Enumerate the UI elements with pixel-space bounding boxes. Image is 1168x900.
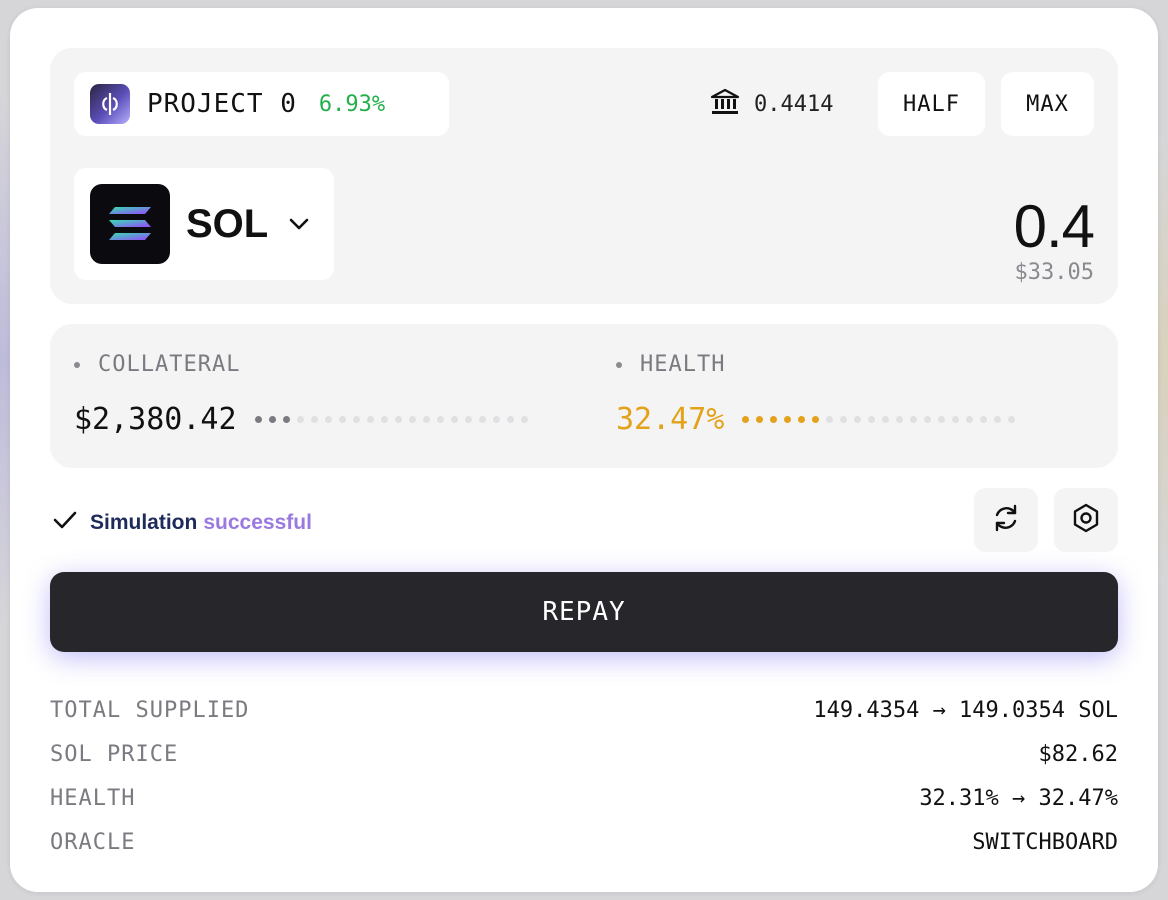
refresh-icon	[991, 503, 1021, 538]
collateral-label: COLLATERAL	[74, 352, 240, 377]
meter-dot	[966, 416, 974, 423]
meter-dot	[756, 416, 764, 423]
summary-value: 32.31% → 32.47%	[919, 785, 1118, 811]
meter-dot	[352, 416, 360, 423]
meter-dot	[338, 416, 346, 423]
health-label-text: HEALTH	[640, 352, 726, 377]
meter-dot	[812, 416, 820, 423]
meter-dot	[924, 416, 932, 423]
settings-hex-icon	[1071, 503, 1101, 538]
meter-dot	[980, 416, 988, 423]
summary-table: TOTAL SUPPLIED 149.4354 → 149.0354 SOL SOL…	[50, 688, 1118, 864]
project-name: PROJECT 0	[147, 89, 297, 119]
meter-dot	[910, 416, 918, 423]
repay-button[interactable]: REPAY	[50, 572, 1118, 652]
bullet-icon	[616, 361, 622, 368]
meter-dot	[296, 416, 304, 423]
meter-dot	[1008, 416, 1016, 423]
chevron-down-icon	[288, 217, 310, 231]
meter-dot	[450, 416, 458, 423]
meter-dot	[784, 416, 792, 423]
meter-dot	[742, 416, 750, 423]
meter-dot	[492, 416, 500, 423]
summary-label: SOL PRICE	[50, 741, 179, 767]
project-apy: 6.93%	[318, 91, 386, 117]
simulation-prefix: Simulation	[90, 511, 198, 534]
summary-label: HEALTH	[50, 785, 136, 811]
meter-dot	[310, 416, 318, 423]
summary-row: SOL PRICE $82.62	[50, 732, 1118, 776]
meter-dot	[506, 416, 514, 423]
project-logo-icon	[90, 84, 130, 124]
bank-icon	[710, 88, 740, 121]
amount-input[interactable]: 0.4	[1013, 193, 1095, 260]
balance-value: 0.4414	[754, 91, 834, 117]
refresh-button[interactable]	[974, 488, 1038, 552]
simulation-status: Simulation successful	[52, 508, 312, 538]
meter-dot	[464, 416, 472, 423]
summary-row: HEALTH 32.31% → 32.47%	[50, 776, 1118, 820]
meter-dot	[324, 416, 332, 423]
meter-dot	[254, 416, 262, 423]
stats-panel: COLLATERAL $2,380.42 HEALTH 32.47%	[50, 324, 1118, 468]
meter-dot	[436, 416, 444, 423]
simulation-word: successful	[203, 511, 312, 534]
collateral-amount: $2,380.42	[74, 402, 237, 437]
meter-dot	[770, 416, 778, 423]
summary-value: 149.4354 → 149.0354 SOL	[813, 697, 1118, 723]
collateral-meter	[254, 416, 528, 423]
bullet-icon	[74, 361, 80, 368]
check-icon	[52, 510, 78, 536]
meter-dot	[854, 416, 862, 423]
meter-dot	[380, 416, 388, 423]
settings-button[interactable]	[1054, 488, 1118, 552]
meter-dot	[478, 416, 486, 423]
amount-input-panel: PROJECT 0 6.93% 0.4414 HALF MAX	[50, 48, 1118, 304]
collateral-value: $2,380.42	[74, 402, 528, 437]
token-selector[interactable]: SOL	[74, 168, 334, 280]
meter-dot	[994, 416, 1002, 423]
collateral-label-text: COLLATERAL	[98, 352, 241, 377]
sol-logo-icon	[90, 184, 170, 264]
summary-label: ORACLE	[50, 829, 136, 855]
meter-dot	[268, 416, 276, 423]
meter-dot	[826, 416, 834, 423]
token-symbol: SOL	[186, 201, 269, 246]
max-button[interactable]: MAX	[1001, 72, 1094, 136]
meter-dot	[422, 416, 430, 423]
meter-dot	[520, 416, 528, 423]
meter-dot	[882, 416, 890, 423]
amount-usd: $33.05	[1014, 260, 1094, 285]
half-button[interactable]: HALF	[878, 72, 985, 136]
meter-dot	[952, 416, 960, 423]
meter-dot	[938, 416, 946, 423]
meter-dot	[798, 416, 806, 423]
health-label: HEALTH	[616, 352, 725, 377]
project-chip[interactable]: PROJECT 0 6.93%	[74, 72, 449, 136]
meter-dot	[408, 416, 416, 423]
meter-dot	[868, 416, 876, 423]
meter-dot	[840, 416, 848, 423]
health-amount: 32.47%	[616, 402, 725, 437]
repay-card: PROJECT 0 6.93% 0.4414 HALF MAX	[10, 8, 1158, 892]
summary-value: SWITCHBOARD	[972, 829, 1118, 855]
summary-row: TOTAL SUPPLIED 149.4354 → 149.0354 SOL	[50, 688, 1118, 732]
health-meter	[742, 416, 1016, 423]
meter-dot	[394, 416, 402, 423]
summary-label: TOTAL SUPPLIED	[50, 697, 250, 723]
summary-row: ORACLE SWITCHBOARD	[50, 820, 1118, 864]
meter-dot	[896, 416, 904, 423]
wallet-balance: 0.4414	[710, 72, 833, 136]
health-value: 32.47%	[616, 402, 1016, 437]
meter-dot	[282, 416, 290, 423]
meter-dot	[366, 416, 374, 423]
summary-value: $82.62	[1038, 741, 1118, 767]
